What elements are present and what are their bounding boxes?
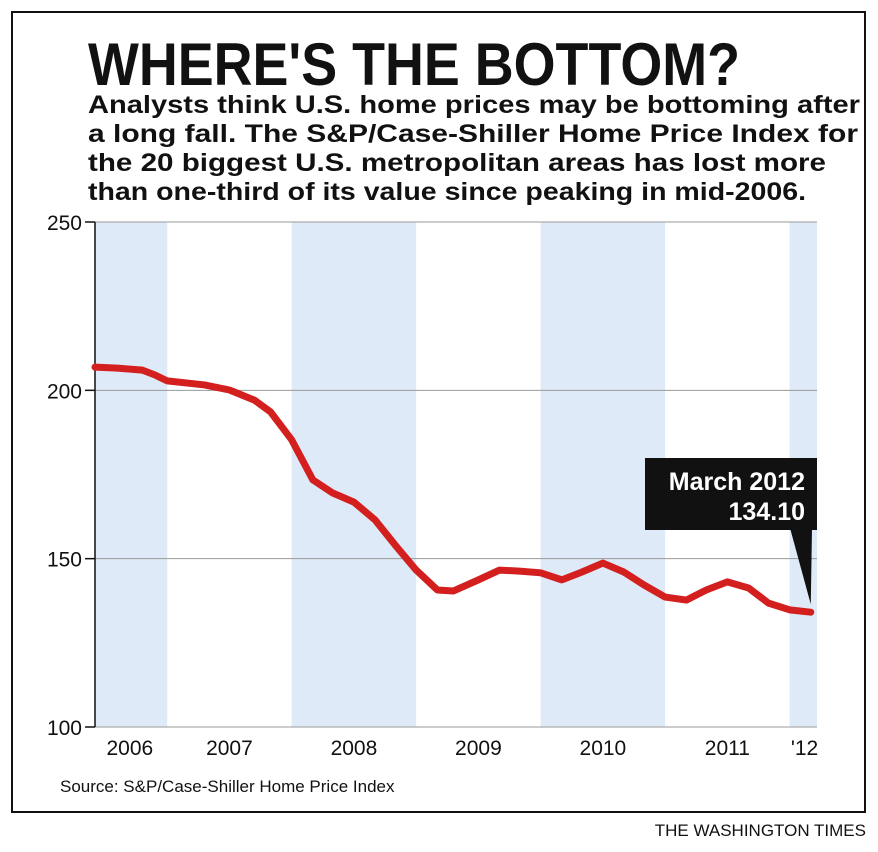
frame	[11, 11, 866, 813]
year-band	[540, 222, 666, 727]
y-tick-label: 250	[47, 212, 82, 235]
x-tick-label: 2008	[331, 737, 378, 760]
credit: THE WASHINGTON TIMES	[655, 821, 866, 840]
x-tick-label: 2009	[455, 737, 502, 760]
x-tick-label: 2006	[106, 737, 153, 760]
x-tick-label: 2010	[580, 737, 627, 760]
callout-text: March 2012	[669, 468, 805, 496]
data-line	[91, 363, 815, 616]
subtitle-line: the 20 biggest U.S. metropolitan areas h…	[88, 149, 826, 177]
chart-title: WHERE'S THE BOTTOM?	[88, 31, 740, 98]
callout-box	[645, 458, 817, 530]
subtitle-line: than one-third of its value since peakin…	[88, 178, 806, 206]
x-tick-label: '12	[791, 737, 818, 760]
x-tick-label: 2007	[206, 737, 253, 760]
plot-area: 100 150 200 250 2006 2007 2008 2009 2010 2011 '12	[47, 212, 818, 760]
y-tick-label: 200	[47, 380, 82, 403]
callout-pointer	[790, 528, 812, 605]
y-tick-label: 100	[47, 717, 82, 740]
year-band	[95, 222, 168, 727]
y-tick-label: 150	[47, 549, 82, 572]
subtitle-line: a long fall. The S&P/Case-Shiller Home P…	[88, 120, 858, 148]
subtitle-line: Analysts think U.S. home prices may be b…	[88, 91, 860, 119]
callout-text: 134.10	[729, 498, 805, 526]
source-note: Source: S&P/Case-Shiller Home Price Inde…	[60, 777, 395, 796]
x-tick-label: 2011	[705, 737, 750, 760]
